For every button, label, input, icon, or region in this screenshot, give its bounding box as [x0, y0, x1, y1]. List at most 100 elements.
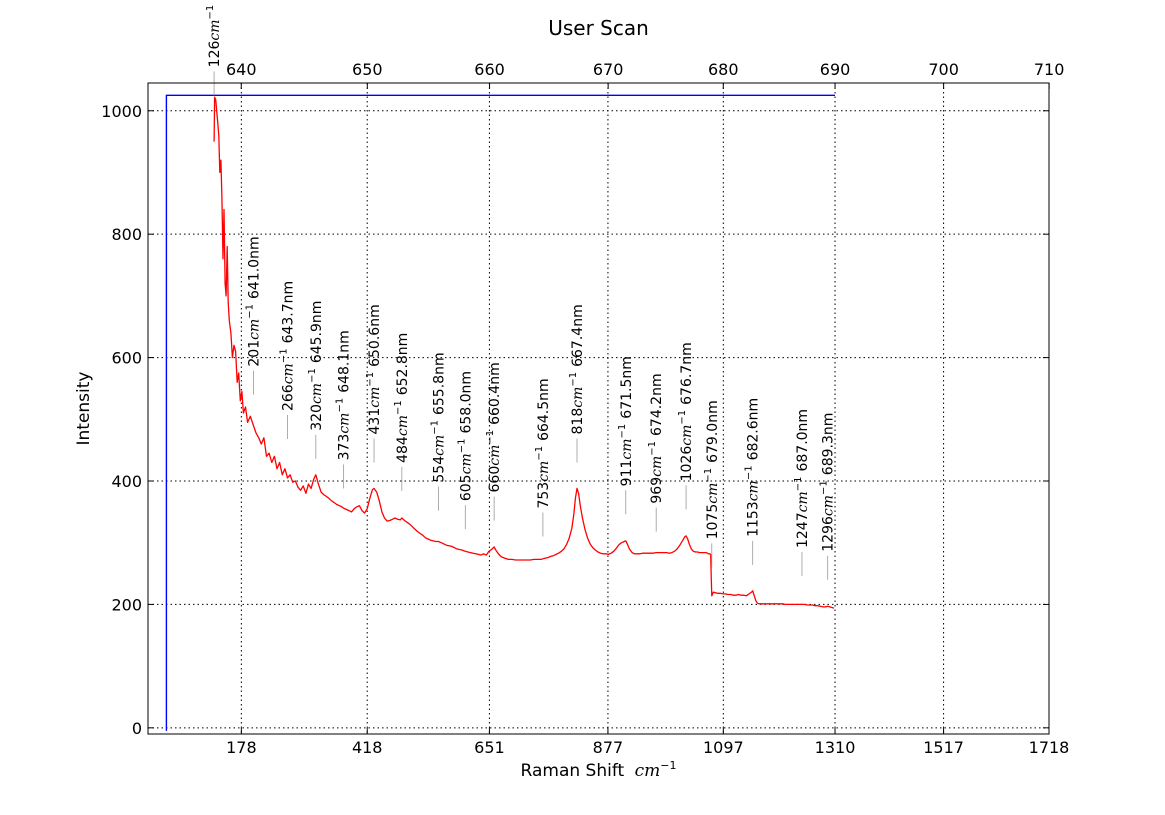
annotation-unit: cm — [705, 483, 721, 504]
annotation-label: 431cm−1 650.6nm — [365, 304, 383, 434]
peak-annotation: 1247cm−1 687.0nm — [793, 409, 811, 577]
top-tick-label: 660 — [474, 60, 505, 79]
annotation-shift-value: 126 — [207, 41, 223, 68]
annotation-wavelength: 652.8nm — [395, 333, 411, 396]
annotation-unit: cm — [207, 19, 223, 40]
annotation-unit: cm — [246, 319, 262, 340]
annotation-unit-exponent: −1 — [205, 5, 216, 20]
annotation-shift-value: 1247 — [795, 512, 811, 548]
annotation-shift-value: 911 — [619, 460, 635, 487]
top-tick-label: 650 — [352, 60, 383, 79]
annotation-unit: cm — [570, 387, 586, 408]
peak-annotation: 431cm−1 650.6nm — [365, 304, 383, 463]
annotation-unit-exponent: −1 — [534, 446, 545, 461]
annotation-wavelength: 643.7nm — [281, 281, 297, 344]
annotation-wavelength: 650.6nm — [367, 304, 383, 367]
annotation-unit-exponent: −1 — [244, 304, 255, 319]
annotation-unit-exponent: −1 — [744, 465, 755, 480]
annotation-unit: cm — [821, 495, 837, 516]
annotation-label: 554cm−1 655.8nm — [430, 352, 448, 482]
peak-annotation: 969cm−1 674.2nm — [647, 373, 665, 532]
annotation-shift-value: 431 — [367, 408, 383, 435]
x-tick-label: 1097 — [703, 738, 744, 757]
annotation-wavelength: 641.0nm — [246, 236, 262, 299]
annotation-label: 201cm−1 641.0nm — [244, 236, 262, 366]
annotation-label: 1296cm−1 689.3nm — [819, 413, 837, 552]
peak-annotation: 660cm−1 660.4nm — [485, 362, 503, 521]
annotation-unit-exponent: −1 — [647, 441, 658, 456]
annotation-wavelength: 676.7nm — [679, 342, 695, 405]
y-tick-label: 400 — [111, 472, 142, 491]
peak-annotation: 201cm−1 641.0nm — [244, 236, 262, 395]
x-tick-label: 651 — [474, 738, 505, 757]
annotation-label: 320cm−1 645.9nm — [307, 301, 325, 431]
peak-annotation: 911cm−1 671.5nm — [617, 356, 635, 515]
annotation-shift-value: 1026 — [679, 446, 695, 482]
annotation-wavelength: 655.8nm — [432, 352, 448, 415]
x-tick-label: 1517 — [923, 738, 964, 757]
top-tick-label: 690 — [820, 60, 851, 79]
annotation-label: 1153cm−1 682.6nm — [744, 398, 762, 537]
annotation-unit: cm — [281, 363, 297, 384]
top-tick-label: 670 — [593, 60, 624, 79]
y-tick-label: 0 — [132, 719, 142, 738]
peak-annotation: 605cm−1 658.0nm — [456, 371, 474, 530]
y-axis-label: Intensity — [74, 372, 94, 446]
annotation-unit-exponent: −1 — [365, 372, 376, 387]
annotation-label: 373cm−1 648.1nm — [335, 330, 353, 460]
annotation-label: 911cm−1 671.5nm — [617, 356, 635, 486]
peak-annotation: 1296cm−1 689.3nm — [819, 413, 837, 580]
annotation-unit-exponent: −1 — [485, 430, 496, 445]
annotation-unit-exponent: −1 — [617, 424, 628, 439]
annotation-wavelength: 648.1nm — [337, 330, 353, 393]
peak-annotation: 554cm−1 655.8nm — [430, 352, 448, 511]
annotation-unit: cm — [309, 383, 325, 404]
annotation-wavelength: 660.4nm — [487, 362, 503, 425]
annotation-unit: cm — [679, 425, 695, 446]
x-tick-label: 1310 — [815, 738, 856, 757]
annotation-unit: cm — [795, 491, 811, 512]
annotation-unit-exponent: −1 — [793, 477, 804, 492]
annotation-unit-exponent: −1 — [568, 372, 579, 387]
peak-annotation: 818cm−1 667.4nm — [568, 304, 586, 463]
y-tick-label: 800 — [111, 225, 142, 244]
annotation-unit: cm — [746, 480, 762, 501]
top-tick-label: 710 — [1034, 60, 1065, 79]
peak-annotation: 126cm−1 — [205, 5, 223, 96]
series-line-1 — [213, 96, 835, 609]
series-layer — [165, 94, 835, 731]
annotation-unit-exponent: −1 — [430, 420, 441, 435]
annotation-label: 1247cm−1 687.0nm — [793, 409, 811, 548]
annotation-shift-value: 818 — [570, 408, 586, 435]
top-tick-label: 700 — [928, 60, 959, 79]
annotation-unit: cm — [458, 453, 474, 474]
annotation-shift-value: 605 — [458, 474, 474, 501]
annotation-label: 1075cm−1 679.0nm — [703, 400, 721, 539]
x-axis-label: Raman Shift cm−1 — [521, 759, 677, 781]
annotation-wavelength: 689.3nm — [821, 413, 837, 476]
annotation-unit: cm — [367, 387, 383, 408]
annotation-unit-exponent: −1 — [335, 398, 346, 413]
annotation-wavelength: 658.0nm — [458, 371, 474, 434]
annotation-wavelength: 664.5nm — [536, 378, 552, 441]
annotation-unit-exponent: −1 — [703, 468, 714, 483]
plot-frame — [147, 82, 1050, 735]
peak-annotation: 1026cm−1 676.7nm — [677, 342, 695, 510]
tick-layer: 178 418 651 877 1097 1310 1517 1718 0 200 400 600 80… — [101, 60, 1069, 757]
annotation-unit: cm — [536, 461, 552, 482]
annotation-unit-exponent: −1 — [279, 348, 290, 363]
annotation-unit: cm — [649, 456, 665, 477]
annotation-unit: cm — [432, 435, 448, 456]
x-tick-label: 877 — [593, 738, 624, 757]
annotation-shift-value: 201 — [246, 340, 262, 367]
annotation-shift-value: 1153 — [746, 501, 762, 537]
top-tick-label: 640 — [226, 60, 257, 79]
chart-title: User Scan — [548, 16, 649, 40]
peak-annotation: 1153cm−1 682.6nm — [744, 398, 762, 565]
annotation-label: 484cm−1 652.8nm — [393, 333, 411, 463]
annotation-shift-value: 484 — [395, 436, 411, 463]
peak-annotation: 373cm−1 648.1nm — [335, 330, 353, 489]
annotation-layer: 126cm−1201cm−1641.0nm266cm−1643.7nm320cm… — [205, 5, 837, 580]
annotation-label: 1026cm−1 676.7nm — [677, 342, 695, 481]
